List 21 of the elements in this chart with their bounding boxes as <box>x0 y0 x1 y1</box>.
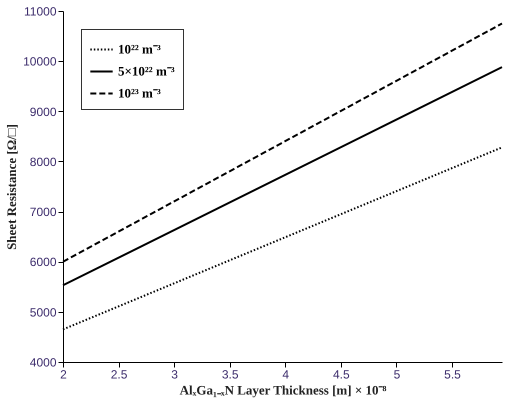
y-tick-label: 9000 <box>30 104 57 119</box>
x-tick-label: 3 <box>171 368 178 382</box>
y-tick-label: 7000 <box>30 205 57 220</box>
legend-label: 10²² m⁻³ <box>118 42 161 56</box>
x-tick-label: 2.5 <box>110 368 128 382</box>
y-tick-label: 8000 <box>30 154 57 169</box>
legend-label: 10²³ m⁻³ <box>118 86 161 100</box>
y-axis-title: Sheet Resistance [Ω/□] <box>4 124 20 250</box>
x-tick-label: 5 <box>394 368 401 382</box>
y-tick-label: 11000 <box>24 4 57 18</box>
x-tick-label: 4 <box>282 368 290 382</box>
y-tick-label: 4000 <box>30 356 57 370</box>
y-tick-label: 5000 <box>30 305 57 320</box>
y-tick-label: 10000 <box>23 54 57 69</box>
x-axis-title: AlₓGa₁₋ₓN Layer Thickness [m] × 10⁻⁸ <box>180 382 386 398</box>
x-tick-label: 3.5 <box>222 368 239 382</box>
x-tick-label: 5.5 <box>444 368 462 382</box>
y-tick-label: 6000 <box>30 255 57 270</box>
x-tick-label: 4.5 <box>333 368 350 382</box>
legend-label: 5×10²² m⁻³ <box>118 64 175 78</box>
x-tick-label: 2 <box>60 368 68 382</box>
